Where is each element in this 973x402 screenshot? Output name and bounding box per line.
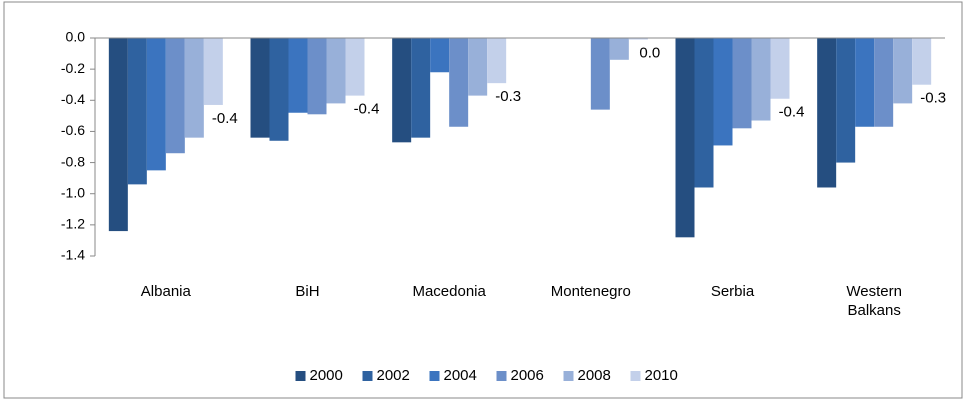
legend-swatch <box>429 371 440 381</box>
frame <box>3 1 963 399</box>
bar <box>912 38 932 85</box>
bar <box>855 38 875 127</box>
y-tick-label: 0.0 <box>66 29 86 45</box>
bar <box>392 38 412 143</box>
y-tick-label: -0.2 <box>61 60 85 76</box>
bar <box>836 38 856 163</box>
y-tick-label: -0.4 <box>61 91 85 107</box>
bar <box>203 38 223 105</box>
legend-swatch <box>295 371 306 381</box>
data-label: 0.0 <box>639 45 660 62</box>
bar <box>590 38 610 110</box>
bar <box>250 38 270 138</box>
data-label: -0.4 <box>779 104 805 121</box>
y-tick-label: -1.0 <box>61 184 85 200</box>
bar <box>411 38 431 138</box>
bar <box>165 38 185 154</box>
x-tick-label: Macedonia <box>412 283 486 300</box>
y-tick-label: -1.4 <box>61 247 85 263</box>
y-tick-label: -1.2 <box>61 216 85 232</box>
data-label: -0.4 <box>354 101 380 118</box>
bar <box>874 38 894 127</box>
bar <box>269 38 289 141</box>
bar <box>468 38 488 96</box>
bar <box>487 38 507 84</box>
legend-label: 2006 <box>511 367 544 384</box>
legend-label: 2000 <box>310 367 343 384</box>
bar <box>449 38 469 127</box>
bar <box>108 38 128 232</box>
legend-swatch <box>362 371 373 381</box>
bar <box>817 38 837 188</box>
bar <box>288 38 308 113</box>
bar <box>146 38 166 171</box>
bar <box>893 38 913 104</box>
bar <box>770 38 790 99</box>
bar <box>127 38 147 185</box>
bar <box>326 38 346 104</box>
bar <box>713 38 733 146</box>
x-tick-label: Serbia <box>710 283 755 300</box>
x-tick-label: Montenegro <box>550 283 631 300</box>
legend-swatch <box>496 371 507 381</box>
bar <box>732 38 752 129</box>
bar <box>609 38 629 60</box>
x-tick-label: Albania <box>140 283 191 300</box>
bar <box>751 38 771 121</box>
data-label: -0.4 <box>212 110 238 127</box>
bar <box>694 38 714 188</box>
bar <box>675 38 695 238</box>
legend-swatch <box>630 371 641 381</box>
y-tick-label: -0.6 <box>61 122 85 138</box>
legend-label: 2004 <box>444 367 477 384</box>
legend-label: 2002 <box>377 367 410 384</box>
bar <box>345 38 365 96</box>
legend-swatch <box>563 371 574 381</box>
bar <box>628 38 648 40</box>
data-label: -0.3 <box>920 90 946 107</box>
bar <box>307 38 327 115</box>
x-tick-label: Western Balkans <box>846 283 902 319</box>
bar <box>184 38 204 138</box>
y-tick-label: -0.8 <box>61 153 85 169</box>
legend-label: 2008 <box>578 367 611 384</box>
legend-label: 2010 <box>645 367 678 384</box>
x-tick-label: BiH <box>295 283 320 300</box>
data-label: -0.3 <box>495 88 521 105</box>
bar <box>430 38 450 73</box>
